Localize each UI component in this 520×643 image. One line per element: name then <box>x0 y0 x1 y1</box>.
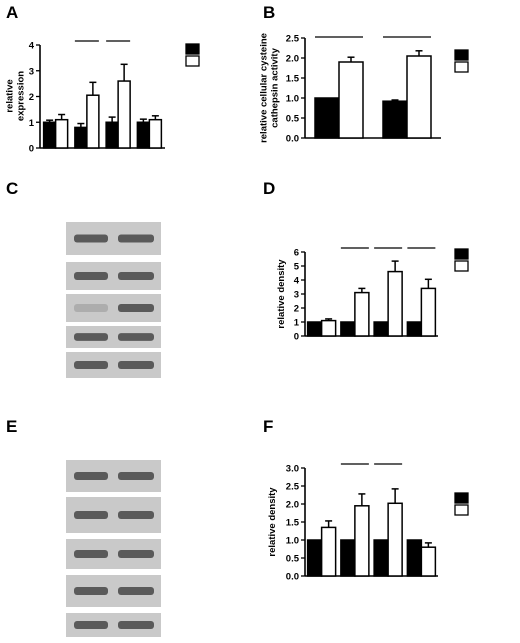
bar-il4 <box>338 61 364 139</box>
blot-band-untreated <box>74 621 108 629</box>
bar-untreated <box>136 121 151 149</box>
y-tick-label: 0 <box>294 332 299 343</box>
panel-letter-c: C <box>6 179 18 198</box>
legend-swatch-untreated <box>454 248 469 260</box>
blot-band-untreated <box>74 272 108 280</box>
bar-il4 <box>387 270 403 337</box>
bar-il4 <box>354 291 370 337</box>
blot-band-il4 <box>118 587 154 595</box>
blot-band-untreated <box>74 304 108 312</box>
blot-band-untreated <box>74 511 108 519</box>
y-axis-label: relative density <box>276 259 287 329</box>
blot-band-untreated <box>74 472 108 480</box>
y-tick-label: 1.0 <box>286 536 299 547</box>
blot-band-untreated <box>74 333 108 341</box>
y-tick-label: 3 <box>29 66 34 77</box>
western-blot-panel-c <box>66 222 161 378</box>
blot-band-il4 <box>118 361 154 369</box>
y-tick-label: 2.0 <box>286 500 299 511</box>
bar-il4 <box>148 118 163 149</box>
bar-il4 <box>420 546 437 577</box>
legend-swatch-il4 <box>454 61 469 73</box>
y-tick-label: 5 <box>294 262 300 273</box>
y-tick-label: 0.5 <box>286 554 300 565</box>
legend-swatch-il4 <box>454 260 469 272</box>
panel-letter-d: D <box>263 179 275 198</box>
bar-il4 <box>54 118 69 149</box>
y-tick-label: 4 <box>29 41 35 52</box>
y-tick-label: 6 <box>294 248 299 259</box>
y-tick-label: 1.5 <box>286 74 300 85</box>
blot-band-il4 <box>118 272 154 280</box>
y-axis-label: relative cellular cysteinecathepsin acti… <box>259 33 281 143</box>
y-tick-label: 3 <box>294 290 299 301</box>
bar-untreated <box>314 97 340 139</box>
blot-band-il4 <box>118 621 154 629</box>
blot-band-il4 <box>118 472 154 480</box>
y-tick-label: 0.0 <box>286 572 299 583</box>
y-tick-label: 1 <box>29 118 35 129</box>
panel-letter-e: E <box>6 417 17 436</box>
blot-band-untreated <box>74 234 108 243</box>
y-tick-label: 1.5 <box>286 518 300 529</box>
y-tick-label: 4 <box>294 276 300 287</box>
bar-untreated <box>340 539 356 577</box>
chart-panel-a: 0 1 2 3 4 relativeexpression <box>5 40 200 155</box>
blot-strip <box>66 326 161 348</box>
bar-il4 <box>354 505 370 577</box>
blot-band-untreated <box>74 587 108 595</box>
bar-il4 <box>406 55 432 139</box>
y-tick-label: 2 <box>294 304 299 315</box>
legend-swatch-il4 <box>454 504 469 516</box>
y-tick-label: 1.0 <box>286 94 299 105</box>
bar-untreated <box>306 321 323 337</box>
chart-panel-b: 0.0 0.5 1.0 1.5 2.0 2.5 relative cellular cyst… <box>259 33 469 145</box>
blot-band-il4 <box>118 511 154 519</box>
bar-il4 <box>320 526 337 577</box>
chart-panel-d: 0 1 2 3 4 5 6 relative density <box>276 247 469 343</box>
blot-band-untreated <box>74 361 108 369</box>
bar-il4 <box>117 80 131 149</box>
bar-untreated <box>373 539 389 577</box>
bar-il4 <box>387 502 403 577</box>
legend-swatch-untreated <box>454 49 469 61</box>
blot-band-il4 <box>118 550 154 558</box>
bar-untreated <box>373 321 389 337</box>
y-axis-label: relative density <box>267 487 278 557</box>
y-tick-label: 2.0 <box>286 54 299 65</box>
blot-band-untreated <box>74 550 108 558</box>
blot-band-il4 <box>118 333 154 341</box>
bar-untreated <box>306 539 323 577</box>
y-tick-label: 2.5 <box>286 34 300 45</box>
panel-letter-f: F <box>263 417 273 436</box>
panel-letter-b: B <box>263 3 275 22</box>
bar-untreated <box>406 539 423 577</box>
bar-il4 <box>320 319 337 337</box>
y-axis-label: relativeexpression <box>5 71 27 121</box>
blot-band-il4 <box>118 234 154 243</box>
y-tick-label: 2 <box>29 92 34 103</box>
legend-swatch-untreated <box>185 43 200 55</box>
legend-swatch-untreated <box>454 492 469 504</box>
bar-untreated <box>340 321 356 337</box>
bar-untreated <box>406 321 423 337</box>
y-tick-label: 0 <box>29 144 34 155</box>
y-tick-label: 1 <box>294 318 300 329</box>
panel-letter-a: A <box>6 3 18 22</box>
bar-il4 <box>420 287 437 337</box>
bar-il4 <box>86 94 100 149</box>
y-tick-label: 0.0 <box>286 134 299 145</box>
bar-untreated <box>74 126 88 149</box>
bar-untreated <box>105 121 119 149</box>
y-tick-label: 3.0 <box>286 464 299 475</box>
blot-band-il4 <box>118 304 154 312</box>
western-blot-panel-e <box>66 460 161 637</box>
chart-panel-f: 0.0 0.5 1.0 1.5 2.0 2.5 3.0 relative density <box>267 463 469 583</box>
legend-swatch-il4 <box>185 55 200 67</box>
y-tick-label: 2.5 <box>286 482 300 493</box>
y-tick-label: 0.5 <box>286 114 300 125</box>
bar-untreated <box>382 100 408 139</box>
bar-untreated <box>42 121 57 149</box>
